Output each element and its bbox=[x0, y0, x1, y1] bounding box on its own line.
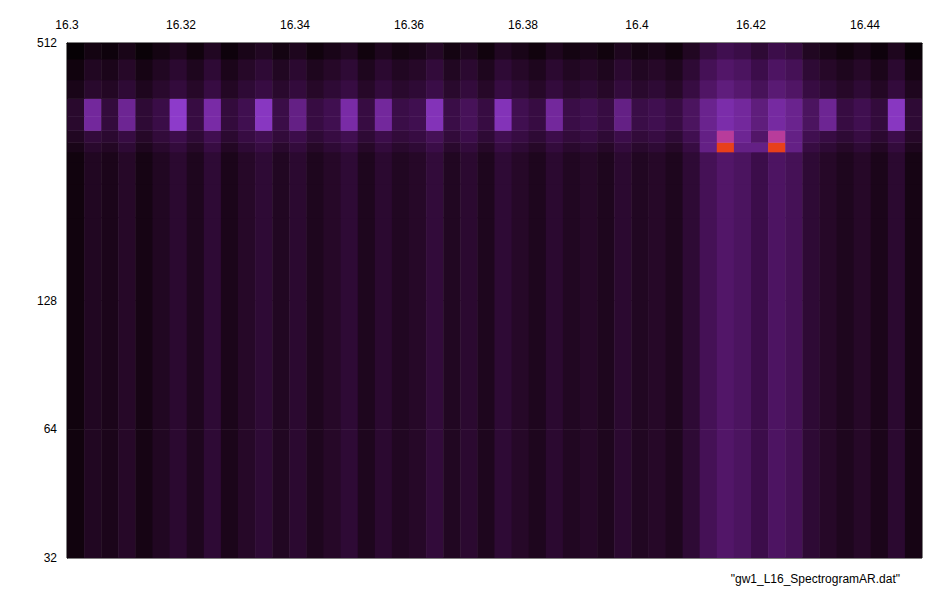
svg-text:16.4: 16.4 bbox=[625, 18, 649, 32]
svg-text:16.34: 16.34 bbox=[280, 18, 310, 32]
svg-text:64: 64 bbox=[44, 422, 58, 436]
svg-text:128: 128 bbox=[37, 294, 57, 308]
svg-text:32: 32 bbox=[44, 551, 58, 565]
svg-text:512: 512 bbox=[37, 36, 57, 50]
svg-text:16.3: 16.3 bbox=[55, 18, 79, 32]
svg-text:16.44: 16.44 bbox=[850, 18, 880, 32]
svg-text:16.42: 16.42 bbox=[736, 18, 766, 32]
svg-text:16.32: 16.32 bbox=[166, 18, 196, 32]
svg-text:16.38: 16.38 bbox=[508, 18, 538, 32]
svg-text:16.36: 16.36 bbox=[394, 18, 424, 32]
svg-text:"gw1_L16_SpectrogramAR.dat": "gw1_L16_SpectrogramAR.dat" bbox=[731, 572, 900, 586]
